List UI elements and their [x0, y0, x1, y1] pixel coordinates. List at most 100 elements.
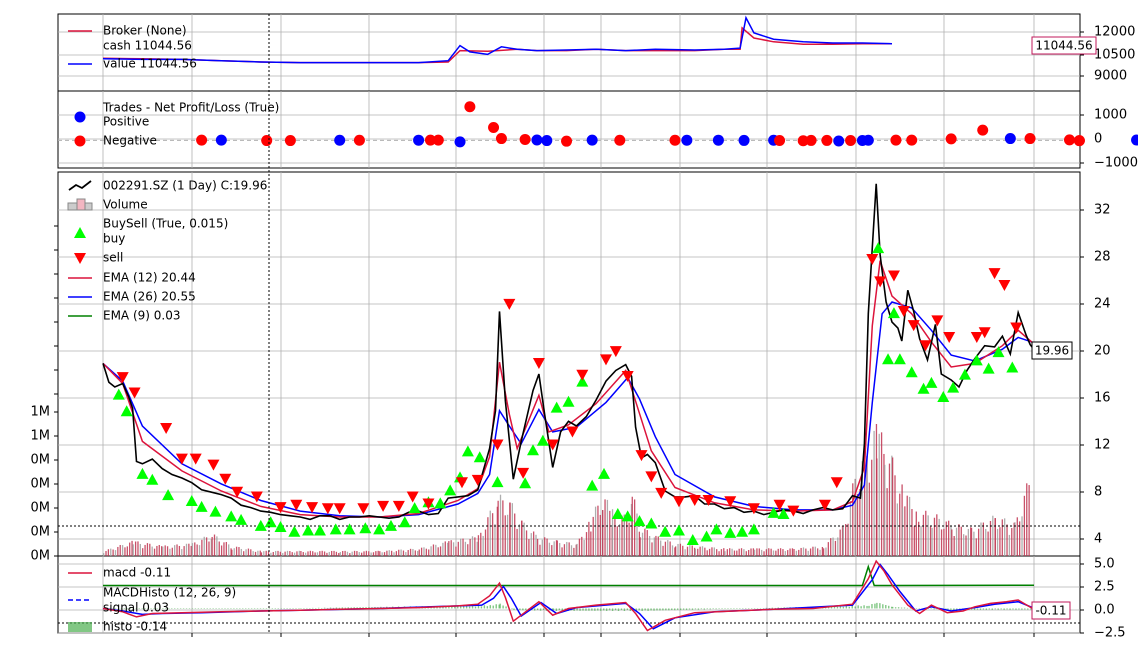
buy-marker [724, 526, 737, 538]
trade-marker [261, 135, 273, 147]
histo-bar [227, 608, 229, 609]
volume-bar [575, 544, 577, 556]
volume-bar [614, 514, 616, 556]
volume-bar [254, 551, 257, 556]
histo-bar [347, 607, 349, 609]
volume-bar [511, 503, 513, 556]
histo-bar [848, 606, 850, 609]
buy-marker [700, 530, 713, 542]
volume-bar [349, 553, 351, 556]
volume-bar [604, 499, 606, 556]
histo-bar [891, 606, 894, 609]
histo-bar [498, 604, 500, 609]
volume-bar [398, 549, 400, 556]
histo-bar [638, 608, 640, 611]
price-tick-label: 28 [1094, 250, 1111, 265]
sell-marker [747, 503, 760, 515]
histo-bar [1021, 608, 1023, 610]
histo-bar [594, 608, 596, 611]
volume-bar [377, 550, 379, 556]
histo-bar [863, 605, 865, 609]
buy-marker [777, 508, 790, 520]
volume-bar [940, 529, 943, 556]
histo-bar [662, 608, 664, 611]
volume-bar [365, 550, 368, 556]
volume-bar [594, 506, 597, 556]
volume-bar [464, 541, 467, 556]
volume-bar [521, 520, 523, 556]
histo-bar [644, 608, 646, 611]
volume-bar [648, 535, 651, 556]
volume-bar [467, 544, 469, 556]
histo-bar [129, 608, 132, 609]
buy-marker [659, 525, 672, 537]
price-tick-label: 4 [1094, 532, 1102, 547]
volume-bar [931, 527, 933, 556]
trades-legend-positive [74, 111, 86, 123]
buy-marker [444, 484, 457, 496]
volume-bar [381, 552, 383, 556]
histo-bar [203, 608, 205, 609]
volume-bar [809, 548, 812, 556]
histo-bar [533, 608, 536, 611]
buy-marker [302, 524, 315, 536]
trade-marker [774, 134, 786, 146]
trade-marker [561, 135, 573, 147]
volume-bar [819, 549, 821, 556]
trade-marker [681, 134, 693, 146]
volume-bar [561, 547, 563, 556]
volume-bar [146, 543, 149, 556]
volume-bar [174, 545, 176, 556]
volume-bar [694, 548, 697, 556]
volume-bar [1013, 522, 1015, 556]
histo-bar [153, 608, 155, 609]
trades-tick-label: 0 [1094, 132, 1102, 147]
histo-bar [460, 605, 462, 609]
volume-bar [555, 540, 558, 556]
histo-bar [468, 606, 471, 609]
volume-bar [908, 496, 911, 556]
price-last-value-box [1031, 341, 1073, 360]
histo-bar [120, 608, 123, 609]
volume-bar [693, 547, 696, 556]
volume-bar [597, 505, 599, 556]
volume-bar [599, 514, 601, 556]
histo-bar [306, 607, 308, 609]
volume-bar [395, 551, 398, 556]
histo-bar [1003, 608, 1005, 610]
price-legend-ema26-label: EMA (26) 20.55 [103, 290, 196, 304]
histo-bar [165, 608, 167, 609]
trade-marker [890, 134, 902, 146]
volume-bar [439, 546, 442, 556]
buy-marker [550, 401, 563, 413]
volume-bar [713, 547, 715, 556]
histo-bar [982, 608, 985, 610]
volume-bar [701, 546, 704, 556]
volume-bar [837, 537, 839, 556]
trade-marker [353, 134, 365, 146]
volume-bar [417, 550, 419, 556]
histo-bar [947, 608, 949, 611]
trades-legend-negative-label: Negative [103, 134, 157, 148]
histo-bar [650, 608, 652, 611]
histo-bar [676, 608, 679, 610]
histo-bar [271, 608, 274, 609]
histo-bar [315, 608, 317, 609]
buy-marker [264, 516, 277, 528]
histo-bar [499, 603, 501, 609]
histo-bar [147, 608, 149, 609]
volume-bar [235, 546, 238, 556]
sell-marker [672, 496, 685, 508]
volume-bar [129, 542, 131, 556]
volume-bar [965, 535, 967, 556]
volume-bar [532, 531, 535, 556]
volume-bar [1001, 519, 1003, 556]
volume-bar [153, 548, 156, 556]
histo-bar [474, 606, 477, 609]
histo-bar [765, 607, 768, 609]
volume-bar [563, 544, 566, 556]
volume-bar [1011, 528, 1013, 556]
buy-marker [235, 513, 248, 525]
volume-bar [731, 548, 733, 556]
histo-bar [879, 603, 881, 609]
